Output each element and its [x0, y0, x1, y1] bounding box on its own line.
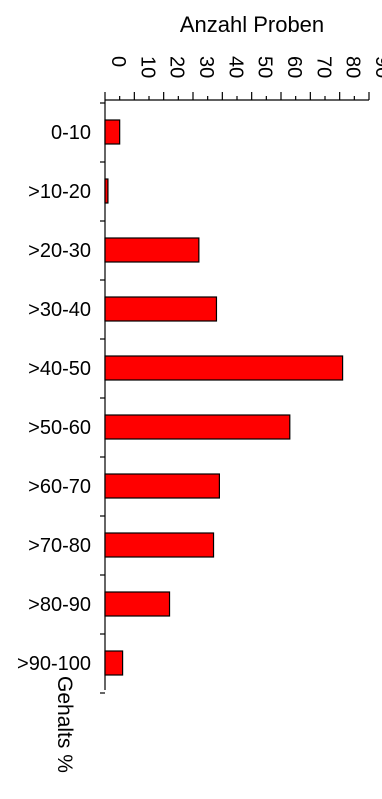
y-tick-label: >30-40	[28, 299, 91, 321]
x-tick-label: 20	[166, 56, 188, 78]
y-axis-title: Gehalts %	[53, 676, 76, 773]
x-tick-label: 50	[254, 56, 276, 78]
bar	[104, 119, 121, 145]
y-tick-label: >80-90	[28, 594, 91, 616]
bars	[104, 119, 344, 676]
x-tick-label: 70	[312, 56, 334, 78]
bar	[104, 296, 218, 322]
bar	[104, 237, 200, 263]
x-tick-label: 80	[342, 56, 364, 78]
bar	[104, 355, 344, 381]
y-axis: 0-10 >10-20 >20-30 >30-40 >40-50 >50-60 >60-70…	[17, 100, 106, 694]
x-axis: 0 10 20 30 40 50 60 70 80 90	[104, 56, 382, 101]
y-tick-label: >70-80	[28, 535, 91, 557]
x-tick-label: 0	[107, 56, 129, 67]
y-tick-label: >10-20	[28, 181, 91, 203]
bar	[104, 178, 109, 204]
x-axis-title: Anzahl Proben	[180, 12, 324, 37]
y-tick-label: >90-100	[17, 653, 91, 675]
x-tick-label: 10	[136, 56, 158, 78]
bar	[104, 650, 124, 676]
x-tick-label: 60	[283, 56, 305, 78]
x-tick-label: 90	[371, 56, 382, 78]
bar	[104, 473, 221, 499]
bar	[104, 532, 215, 558]
x-tick-label: 40	[224, 56, 246, 78]
y-tick-label: >20-30	[28, 240, 91, 262]
bar	[104, 414, 291, 440]
y-tick-label: >60-70	[28, 476, 91, 498]
bar	[104, 591, 171, 617]
y-tick-label: >40-50	[28, 358, 91, 380]
x-tick-label: 30	[195, 56, 217, 78]
y-tick-label: 0-10	[51, 122, 91, 144]
y-tick-label: >50-60	[28, 417, 91, 439]
